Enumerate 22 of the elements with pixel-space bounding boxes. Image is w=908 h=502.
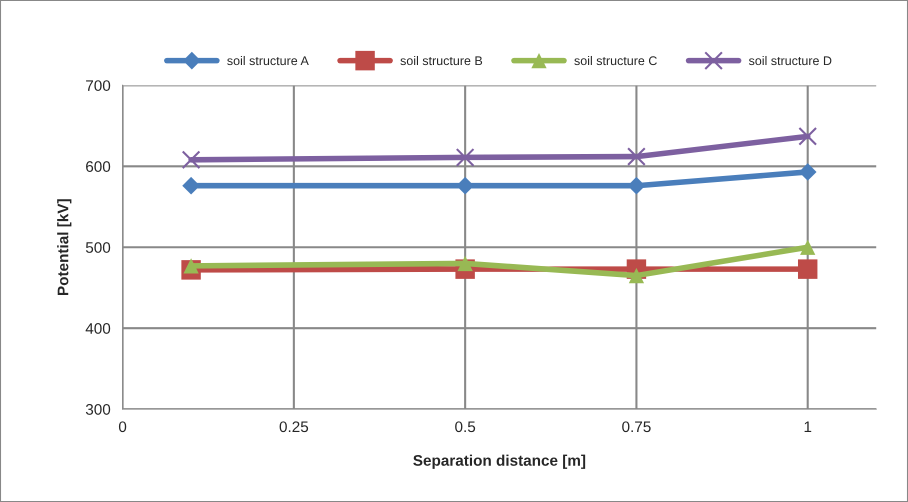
y-tick-label: 600	[86, 161, 110, 172]
point	[182, 150, 200, 170]
y-tick-label: 400	[86, 323, 110, 334]
point	[798, 126, 818, 146]
x-tick-label: 0.75	[622, 421, 651, 432]
x-tick-label: 0	[118, 421, 126, 432]
y-tick-label: 500	[86, 242, 110, 253]
y-tick-label: 300	[86, 404, 110, 415]
legend-label: soil structure D	[748, 56, 832, 66]
y-axis-title: Potential [kV]	[57, 199, 72, 296]
point	[456, 148, 475, 167]
point	[627, 147, 646, 166]
point	[798, 259, 818, 279]
y-tick-label: 700	[86, 80, 110, 92]
x-axis-title: Separation distance [m]	[413, 454, 586, 469]
point	[800, 240, 816, 255]
x-tick-label: 0.25	[280, 421, 308, 432]
legend-label: soil structure A	[227, 56, 309, 66]
x-tick-label: 1	[804, 421, 812, 432]
legend-label: soil structure C	[574, 56, 657, 66]
x-tick-label: 0.5	[455, 421, 476, 432]
legend-label: soil structure B	[400, 56, 482, 66]
